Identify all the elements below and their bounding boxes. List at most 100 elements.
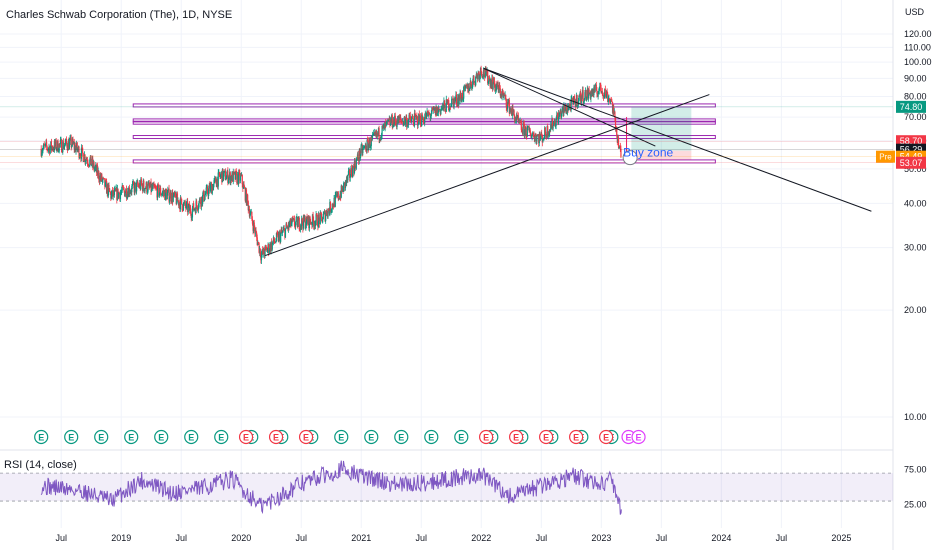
candle-body (594, 85, 596, 92)
dividend-event-icon[interactable] (424, 429, 439, 445)
candle-body (551, 118, 553, 129)
earnings-event-icon[interactable] (539, 429, 554, 445)
candle-body (449, 106, 452, 107)
candle-body (124, 190, 126, 197)
price-tick-label: 50.00 (904, 164, 927, 174)
buy-zone-marker[interactable] (622, 150, 638, 166)
candle-body (509, 108, 512, 110)
candle-body (293, 218, 296, 226)
candle-body (337, 192, 339, 200)
candle-body (173, 192, 175, 196)
candle-body (586, 97, 588, 101)
dividend-event-icon[interactable] (214, 429, 229, 445)
candle-body (467, 84, 469, 93)
candle-body (251, 219, 254, 224)
candle-body (322, 214, 324, 220)
dividend-event-glyph: E (188, 433, 194, 443)
candle-body (514, 116, 516, 123)
dividend-event-icon[interactable] (364, 429, 379, 445)
candle-body (526, 127, 528, 137)
candle-body (121, 190, 123, 193)
candle-body (144, 188, 146, 192)
candle-body (448, 100, 450, 111)
candle-body (501, 91, 503, 98)
candle-body (187, 205, 189, 213)
reward-zone (631, 106, 692, 151)
candle-body (49, 147, 51, 154)
candle-body (170, 201, 173, 202)
dividend-event-icon[interactable] (334, 429, 349, 445)
earnings-event-icon[interactable] (509, 429, 524, 445)
dividend-event-icon[interactable] (454, 429, 469, 445)
candle-body (461, 93, 464, 99)
candle-body (197, 207, 200, 210)
support-trendline[interactable] (265, 94, 710, 257)
candle-body (131, 183, 134, 187)
candle-body (479, 67, 482, 76)
candle-body (95, 165, 97, 168)
candle-body (616, 136, 618, 143)
dividend-event-icon[interactable] (94, 429, 109, 445)
candle-body (596, 90, 598, 94)
candle-body (251, 211, 253, 220)
earnings-event-glyph: E (513, 433, 519, 443)
candle-body (596, 93, 599, 97)
candle-body (502, 91, 504, 93)
candle-body (286, 227, 288, 229)
candle-body (610, 99, 612, 101)
earnings-event-glyph: E (543, 433, 549, 443)
candle-body (230, 176, 233, 181)
candle-body (98, 171, 100, 180)
earnings-event-icon[interactable] (268, 429, 284, 445)
candle-body (476, 75, 479, 79)
dividend-event-icon[interactable] (394, 429, 409, 445)
candle-body (297, 220, 299, 227)
earnings-event-icon[interactable] (569, 429, 584, 445)
resistance-trendline-long[interactable] (483, 67, 872, 212)
candle-body (458, 96, 460, 105)
candle-body (482, 69, 485, 77)
candle-body (220, 174, 222, 178)
candle-body (99, 175, 101, 182)
candle-body (536, 136, 538, 142)
candle-body (605, 90, 608, 98)
candle-body (304, 217, 306, 229)
candle-body (333, 197, 335, 207)
candle-body (575, 95, 578, 101)
candle-body (611, 102, 614, 113)
dividend-event-icon[interactable] (64, 429, 79, 445)
candle-body (134, 183, 136, 193)
candle-body (377, 132, 379, 135)
candle-body (65, 138, 67, 143)
candle-body (268, 244, 270, 254)
dividend-event-glyph: E (428, 433, 434, 443)
candle-body (607, 93, 609, 103)
earnings-upcoming-event-icon[interactable] (631, 429, 646, 445)
dividend-event-icon[interactable] (154, 429, 169, 445)
candle-body (570, 98, 572, 111)
earnings-event-icon[interactable] (599, 429, 614, 445)
earnings-event-icon[interactable] (479, 429, 494, 445)
candle-body (213, 180, 215, 185)
candle-body (102, 177, 104, 181)
earnings-event-icon[interactable] (298, 429, 314, 445)
candle-body (434, 107, 436, 111)
candle-body (176, 193, 178, 205)
dividend-event-icon[interactable] (124, 429, 139, 445)
candle-body (583, 101, 585, 103)
candle-body (487, 81, 489, 84)
resistance-trendline-short[interactable] (483, 67, 656, 147)
candle-body (176, 193, 179, 201)
candle-body (425, 112, 428, 119)
earnings-event-icon[interactable] (238, 429, 254, 445)
candle-body (521, 130, 524, 134)
dividend-event-icon[interactable] (184, 429, 199, 445)
dividend-event-icon[interactable] (34, 429, 49, 445)
candle-body (295, 221, 297, 227)
candle-body (475, 74, 477, 77)
candle-body (241, 174, 243, 176)
candle-body (593, 86, 595, 96)
candle-body (346, 176, 348, 181)
candle-body (571, 98, 573, 101)
